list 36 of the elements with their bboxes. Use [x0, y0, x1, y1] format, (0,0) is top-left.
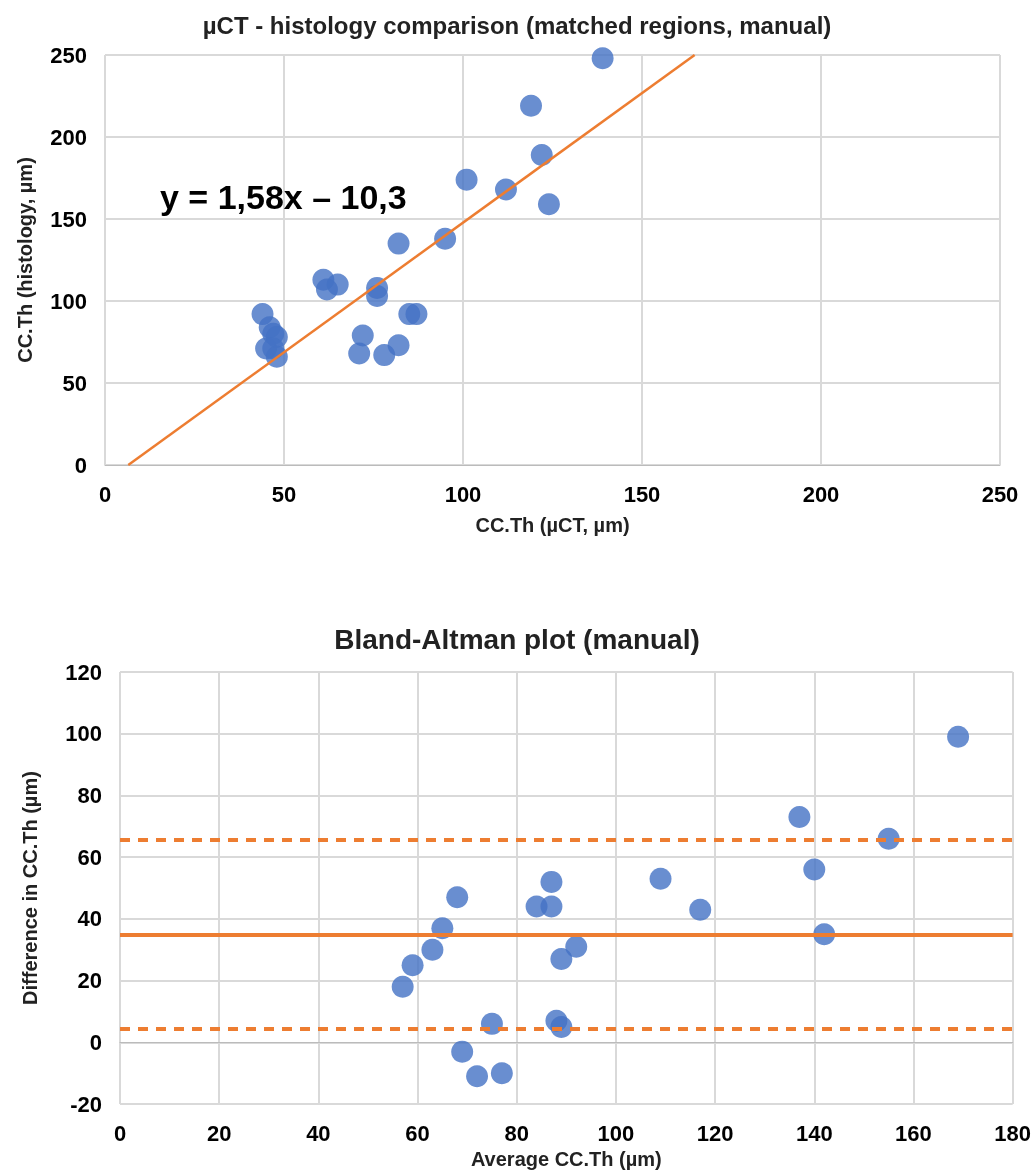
x-tick-label: 150: [623, 481, 661, 507]
x-axis-title: CC.Th (µCT, µm): [475, 514, 630, 536]
x-axis-title: Average CC.Th (µm): [470, 1148, 662, 1170]
x-tick-label: 250: [981, 481, 1019, 507]
y-tick-label: 200: [50, 124, 87, 150]
annotation: y = 1,58x – 10,3: [160, 178, 407, 216]
y-axis-title: Difference in CC.Th (µm): [19, 771, 41, 1005]
y-tick-label: 250: [50, 42, 87, 68]
x-tick-label: 160: [895, 1120, 932, 1146]
y-axis-title: CC.Th (histology, µm): [14, 157, 36, 363]
y-tick-label: 40: [77, 906, 102, 932]
x-tick-label: 140: [795, 1120, 833, 1146]
y-tick-label: 0: [74, 452, 87, 478]
x-tick-label: 100: [444, 481, 482, 507]
y-tick-label: 20: [77, 968, 102, 994]
y-tick-label: 50: [62, 370, 87, 396]
y-tick-label: 60: [77, 844, 102, 870]
y-tick-label: 0: [89, 1029, 102, 1055]
x-tick-label: 20: [206, 1120, 232, 1146]
chart-title: µCT - histology comparison (matched regions, manual): [202, 11, 832, 39]
x-tick-label: 100: [597, 1120, 635, 1146]
chart-title: Bland-Altman plot (manual): [334, 623, 700, 655]
y-tick-label: 150: [50, 206, 87, 232]
y-tick-label: 80: [77, 782, 102, 808]
x-tick-label: 120: [696, 1120, 734, 1146]
x-tick-label: 60: [405, 1120, 430, 1146]
x-tick-label: 80: [504, 1120, 529, 1146]
y-tick-label: -20: [70, 1091, 102, 1117]
y-tick-label: 120: [65, 659, 102, 685]
x-tick-label: 0: [113, 1120, 127, 1146]
x-tick-label: 200: [802, 481, 840, 507]
y-tick-label: 100: [50, 288, 87, 314]
x-tick-label: 50: [271, 481, 297, 507]
x-tick-label: 40: [306, 1120, 331, 1146]
x-tick-label: 180: [994, 1120, 1032, 1146]
y-tick-label: 100: [65, 721, 102, 747]
